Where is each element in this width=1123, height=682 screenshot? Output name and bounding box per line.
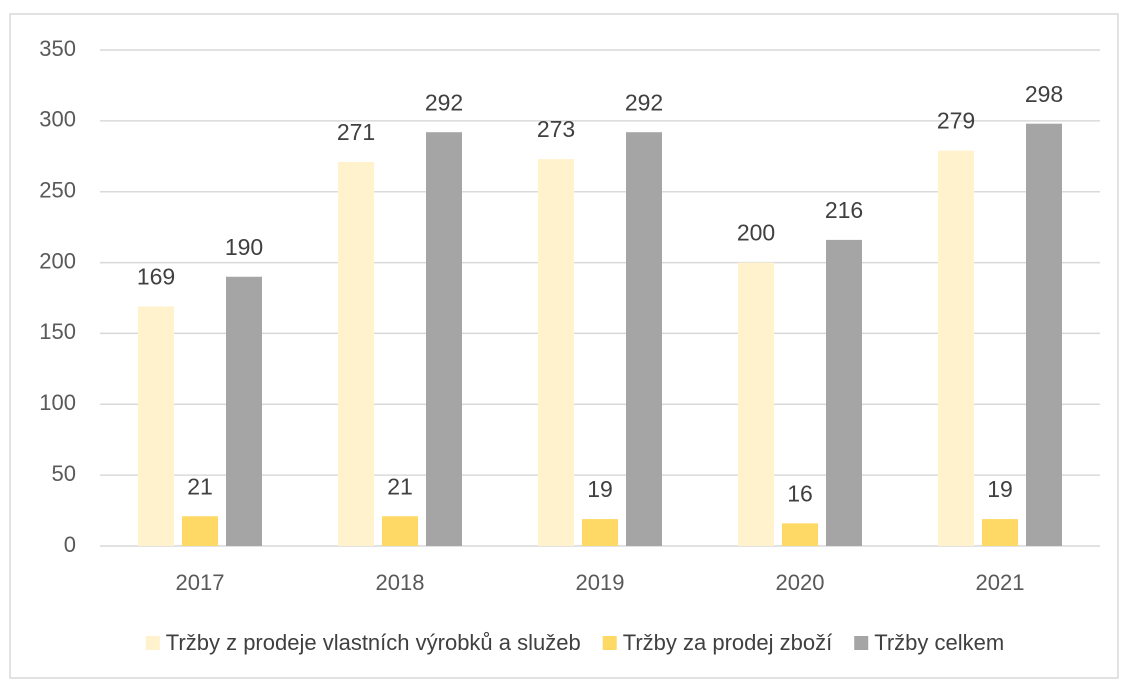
x-tick-label: 2020 — [776, 570, 825, 595]
data-label: 273 — [537, 116, 575, 142]
bar — [1026, 123, 1062, 546]
bar — [782, 523, 818, 546]
bar — [138, 306, 174, 546]
x-tick-label: 2018 — [376, 570, 425, 595]
bar — [426, 132, 462, 547]
bar — [738, 262, 774, 546]
legend-label: Tržby za prodej zboží — [623, 630, 833, 655]
legend-label: Tržby celkem — [874, 630, 1004, 655]
bar — [626, 132, 662, 547]
y-tick-label: 150 — [39, 319, 76, 344]
data-label: 279 — [937, 108, 975, 134]
bar — [182, 516, 218, 546]
data-label: 292 — [625, 89, 663, 115]
y-tick-label: 0 — [64, 532, 76, 557]
y-tick-label: 50 — [52, 461, 76, 486]
data-label: 292 — [425, 89, 463, 115]
data-label: 200 — [737, 220, 775, 246]
x-tick-label: 2019 — [576, 570, 625, 595]
data-label: 21 — [187, 473, 213, 499]
x-tick-label: 2017 — [176, 570, 225, 595]
data-label: 21 — [387, 473, 413, 499]
y-tick-label: 300 — [39, 107, 76, 132]
data-label: 169 — [137, 264, 175, 290]
bar — [938, 150, 974, 547]
x-tick-label: 2021 — [976, 570, 1025, 595]
bar — [538, 159, 574, 546]
data-label: 216 — [825, 197, 863, 223]
bar — [226, 276, 262, 546]
bar — [826, 239, 862, 546]
legend-swatch — [854, 636, 869, 650]
bar — [338, 161, 374, 546]
data-label: 190 — [225, 234, 263, 260]
y-tick-label: 350 — [39, 36, 76, 61]
bar — [982, 519, 1018, 546]
data-label: 298 — [1025, 81, 1063, 107]
data-label: 16 — [787, 480, 813, 506]
data-label: 19 — [587, 476, 613, 502]
legend-swatch — [145, 636, 160, 650]
y-tick-label: 200 — [39, 248, 76, 273]
legend: Tržby z prodeje vlastních výrobků a služ… — [145, 630, 1004, 655]
y-tick-label: 100 — [39, 390, 76, 415]
data-label: 271 — [337, 119, 375, 145]
data-label: 19 — [987, 476, 1013, 502]
bar — [582, 519, 618, 546]
legend-swatch — [602, 636, 617, 650]
legend-label: Tržby z prodeje vlastních výrobků a služ… — [166, 630, 581, 655]
y-tick-label: 250 — [39, 178, 76, 203]
bar — [382, 516, 418, 546]
